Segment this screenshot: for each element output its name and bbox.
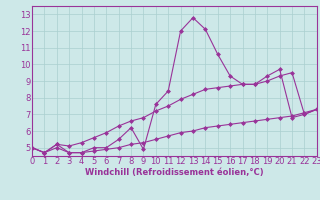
X-axis label: Windchill (Refroidissement éolien,°C): Windchill (Refroidissement éolien,°C) bbox=[85, 168, 264, 177]
